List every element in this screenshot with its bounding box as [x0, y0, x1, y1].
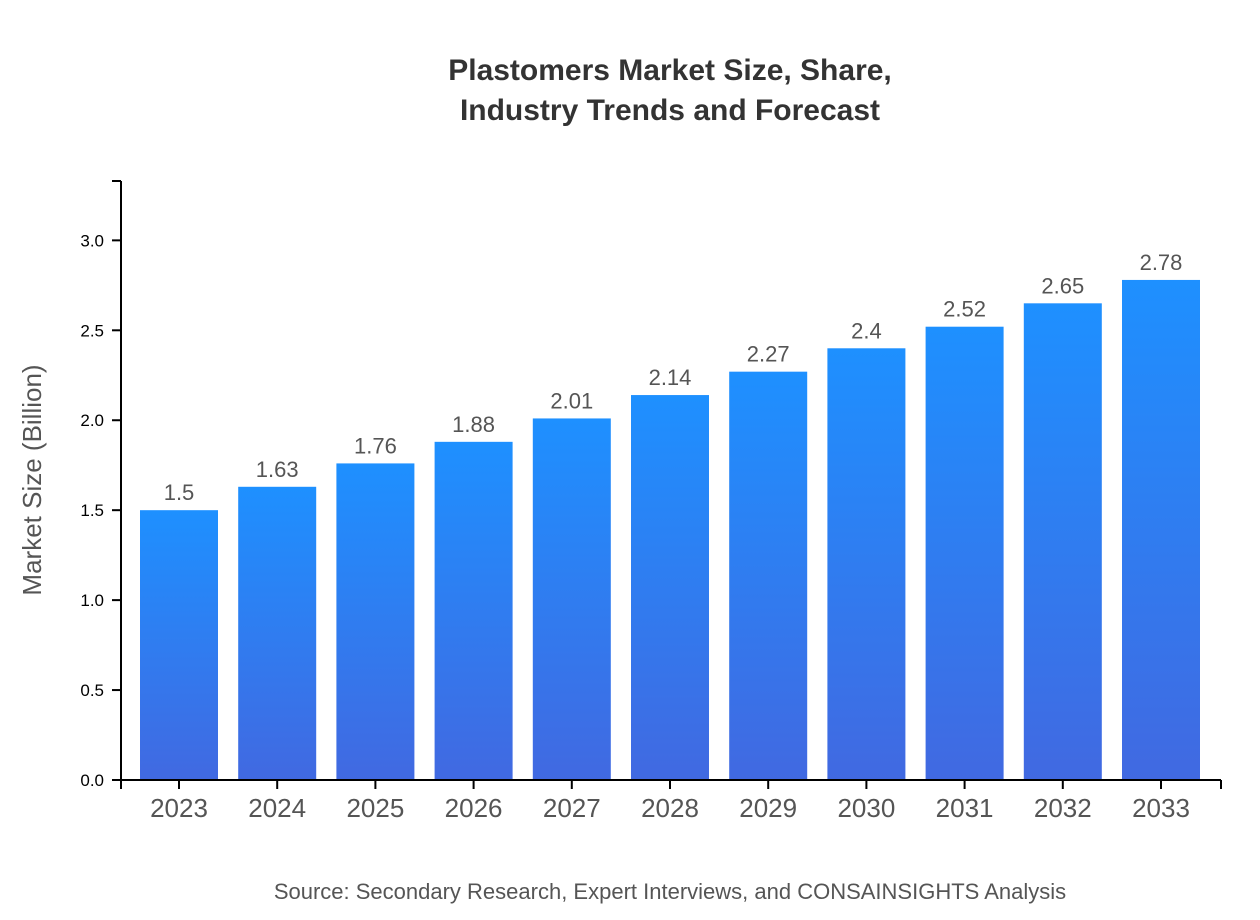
data-label-2030: 2.4: [851, 318, 882, 343]
data-label-2028: 2.14: [649, 365, 692, 390]
x-tick-label-2027: 2027: [543, 793, 601, 823]
y-tick-label-1.5: 1.5: [80, 501, 104, 520]
bar-2033: [1122, 279, 1200, 780]
bar-2023: [140, 510, 218, 780]
data-label-2024: 1.63: [256, 457, 299, 482]
bar-2026: [434, 441, 513, 780]
chart-title-line-2: Industry Trends and Forecast: [460, 94, 880, 127]
bar-2031: [925, 326, 1004, 780]
data-label-2023: 1.5: [164, 480, 195, 505]
y-tick-label-0.0: 0.0: [80, 771, 104, 790]
data-label-2033: 2.78: [1140, 250, 1183, 275]
x-tick-label-2028: 2028: [641, 793, 699, 823]
x-tick-label-2024: 2024: [248, 793, 306, 823]
y-tick-label-3.0: 3.0: [80, 231, 104, 250]
y-tick-label-1.0: 1.0: [80, 591, 104, 610]
data-label-2032: 2.65: [1041, 273, 1084, 298]
data-label-2031: 2.52: [943, 297, 986, 322]
x-tick-label-2031: 2031: [936, 793, 994, 823]
source-note: Source: Secondary Research, Expert Inter…: [274, 879, 1066, 904]
y-axis-label: Market Size (Billion): [17, 364, 47, 595]
bar-2024: [238, 486, 317, 780]
y-tick-label-2.5: 2.5: [80, 321, 104, 340]
y-tick-label-2.0: 2.0: [80, 411, 104, 430]
bar-2028: [631, 395, 709, 780]
x-tick-label-2029: 2029: [739, 793, 797, 823]
data-label-2026: 1.88: [452, 412, 495, 437]
data-label-2027: 2.01: [550, 388, 593, 413]
chart-title-line-1: Plastomers Market Size, Share,: [448, 54, 892, 87]
x-tick-label-2025: 2025: [346, 793, 404, 823]
bar-2027: [532, 418, 611, 780]
data-label-2025: 1.76: [354, 433, 397, 458]
y-tick-label-0.5: 0.5: [80, 681, 104, 700]
x-tick-label-2032: 2032: [1034, 793, 1092, 823]
x-tick-label-2023: 2023: [150, 793, 208, 823]
x-tick-label-2026: 2026: [445, 793, 503, 823]
x-tick-label-2033: 2033: [1132, 793, 1190, 823]
bar-2025: [336, 463, 415, 780]
bar-2029: [729, 371, 808, 780]
data-label-2029: 2.27: [747, 342, 790, 367]
x-tick-label-2030: 2030: [837, 793, 895, 823]
bar-2030: [827, 348, 906, 780]
bar-2032: [1023, 303, 1102, 780]
